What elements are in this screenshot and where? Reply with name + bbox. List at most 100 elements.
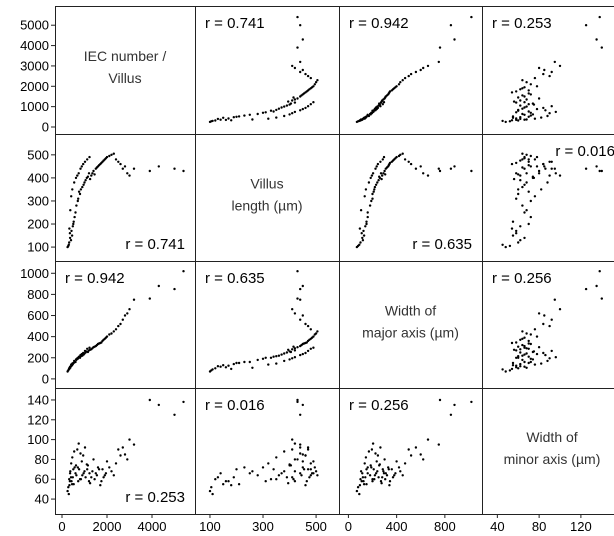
point-1-2-50 — [394, 157, 397, 160]
point-1-0-49 — [102, 159, 105, 162]
point-3-2-6 — [370, 466, 373, 469]
point-2-1-55 — [299, 318, 302, 321]
point-2-0-25 — [173, 287, 176, 291]
point-3-1-8 — [277, 474, 281, 477]
point-3-0-55 — [121, 446, 125, 449]
point-2-1-70 — [309, 347, 312, 350]
point-1-3-59 — [525, 209, 528, 212]
point-0-2-61 — [364, 116, 368, 119]
point-2-3-69 — [550, 349, 553, 353]
point-1-2-60 — [363, 195, 366, 198]
point-1-0-5 — [74, 211, 77, 214]
point-3-1-45 — [292, 478, 295, 481]
point-2-3-8 — [521, 354, 524, 357]
point-2-1-5 — [248, 360, 251, 364]
point-3-0-69 — [83, 446, 87, 449]
point-3-2-48 — [388, 480, 392, 483]
point-0-2-49 — [391, 88, 395, 91]
point-2-1-7 — [269, 356, 273, 359]
point-0-2-45 — [384, 96, 387, 99]
point-1-0-55 — [121, 167, 125, 170]
point-2-3-47 — [527, 342, 530, 345]
point-1-3-35 — [529, 215, 532, 219]
point-1-3-46 — [521, 166, 524, 169]
point-0-1-53 — [309, 76, 312, 80]
point-3-1-14 — [299, 472, 302, 475]
point-0-1-41 — [285, 104, 289, 107]
point-0-2-68 — [376, 106, 380, 110]
point-1-2-24 — [470, 169, 473, 173]
point-3-0-33 — [71, 476, 75, 479]
point-3-1-29 — [210, 486, 213, 489]
x-tick-label-2-0: 0 — [345, 519, 352, 534]
point-1-3-48 — [515, 161, 518, 165]
point-0-3-38 — [527, 110, 530, 113]
point-1-2-23 — [437, 167, 440, 170]
point-0-3-0 — [501, 119, 504, 123]
point-2-3-0 — [501, 368, 504, 371]
point-2-1-31 — [219, 365, 222, 368]
point-0-3-13 — [537, 97, 541, 100]
point-2-3-4 — [511, 364, 515, 367]
correlation-label-3-2: r = 0.256 — [349, 397, 409, 414]
point-0-3-46 — [521, 94, 524, 97]
point-3-0-39 — [79, 478, 83, 481]
point-0-1-34 — [237, 115, 241, 118]
point-1-3-0 — [501, 243, 504, 246]
point-0-3-14 — [523, 95, 526, 98]
point-0-1-12 — [291, 99, 294, 102]
point-3-1-5 — [248, 472, 251, 475]
point-3-1-36 — [256, 474, 259, 477]
point-0-3-37 — [515, 111, 518, 114]
point-3-2-71 — [382, 472, 386, 475]
point-2-3-57 — [558, 308, 562, 311]
point-2-0-69 — [83, 349, 87, 353]
point-3-0-0 — [67, 492, 71, 496]
point-3-1-31 — [219, 472, 222, 475]
point-1-0-6 — [76, 199, 80, 203]
point-3-2-58 — [358, 484, 362, 487]
point-2-1-45 — [292, 345, 295, 348]
point-0-1-52 — [316, 79, 319, 82]
point-0-3-34 — [511, 115, 515, 118]
variable-label-2-line-0: Width of — [385, 303, 436, 319]
point-2-0-21 — [117, 324, 120, 328]
point-1-0-54 — [119, 162, 122, 166]
point-3-1-22 — [301, 453, 304, 456]
point-0-3-21 — [548, 74, 551, 78]
point-0-3-57 — [558, 64, 562, 68]
point-0-1-54 — [304, 72, 307, 76]
point-2-1-48 — [305, 341, 308, 344]
point-1-2-40 — [374, 183, 378, 186]
point-0-2-62 — [367, 114, 371, 118]
variable-label-0-line-1: Villus — [108, 70, 141, 86]
point-3-2-68 — [376, 454, 380, 457]
point-1-0-32 — [70, 229, 73, 233]
point-1-2-57 — [426, 174, 430, 177]
point-0-3-66 — [544, 109, 547, 112]
point-0-1-71 — [312, 101, 315, 104]
point-3-1-34 — [237, 483, 241, 486]
point-2-1-4 — [222, 364, 225, 367]
point-0-2-29 — [356, 120, 360, 123]
point-1-0-44 — [91, 172, 94, 175]
point-0-1-22 — [301, 68, 304, 72]
point-2-1-3 — [235, 361, 238, 365]
y-tick-label-0-0: 0 — [42, 120, 49, 135]
point-2-0-54 — [119, 322, 122, 326]
point-0-3-51 — [529, 83, 532, 86]
point-1-0-42 — [86, 175, 90, 178]
y-tick-label-1-0: 100 — [27, 240, 49, 255]
point-2-3-16 — [510, 341, 514, 345]
point-1-3-64 — [548, 174, 551, 177]
point-0-3-50 — [523, 86, 526, 89]
point-0-2-57 — [426, 64, 430, 68]
x-tick-label-1-1: 300 — [252, 519, 274, 534]
point-2-1-56 — [293, 312, 297, 315]
x-tick-label-0-1: 2000 — [93, 519, 122, 534]
point-3-0-37 — [77, 480, 80, 483]
point-2-1-62 — [283, 359, 286, 363]
point-1-0-51 — [108, 154, 111, 158]
point-0-1-5 — [248, 113, 251, 117]
point-1-3-58 — [510, 227, 514, 230]
